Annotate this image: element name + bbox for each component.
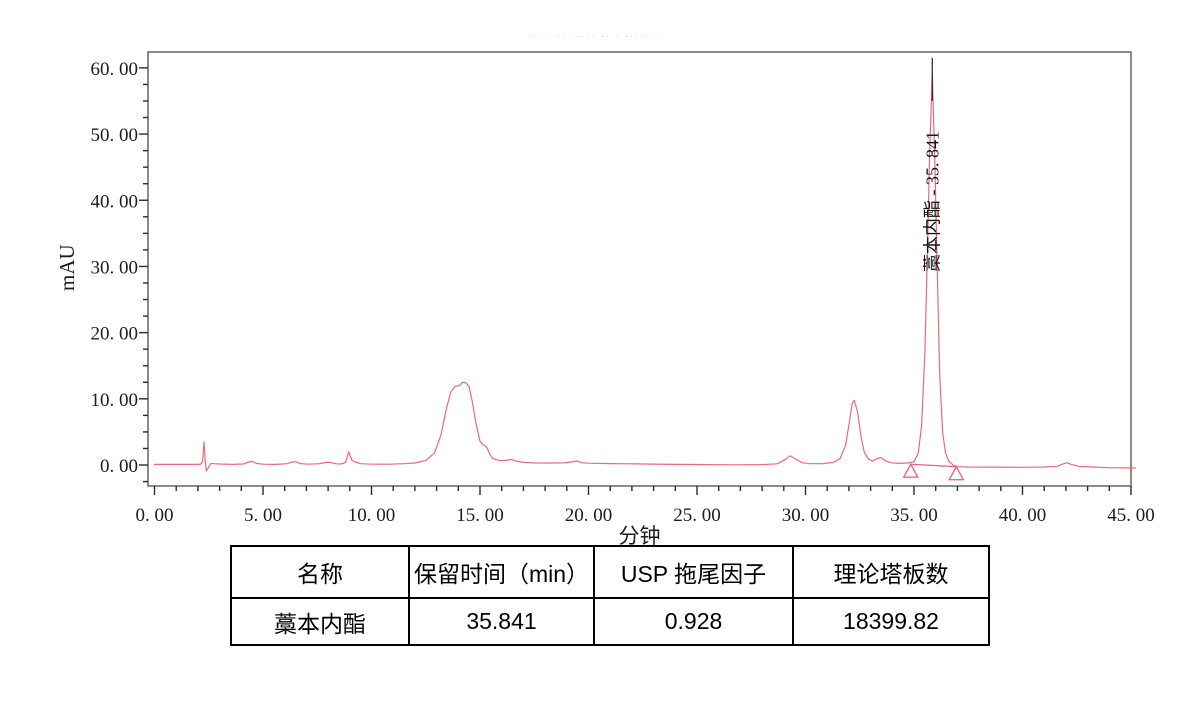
chromatogram-svg: 0. 00 5. 00 10. 00 15. 00 20. 00 25. 00 30. 00…	[55, 51, 1155, 545]
y-tick-label: 10. 00	[91, 390, 139, 411]
y-tick-label: 60. 00	[91, 59, 139, 80]
y-tick-label: 30. 00	[91, 257, 139, 278]
header-retention-time: 保留时间（min）	[408, 545, 595, 599]
y-tick-label: 0. 00	[100, 456, 138, 477]
integration-baseline	[910, 463, 957, 468]
y-tick-label: 50. 00	[91, 125, 139, 146]
y-tick-label: 40. 00	[91, 191, 139, 212]
x-tick-label: 20. 00	[565, 505, 613, 526]
cell-theoretical-plates: 18399.82	[792, 597, 990, 646]
x-tick-label: 15. 00	[456, 505, 504, 526]
integration-start-marker	[902, 462, 919, 478]
faded-header-text: ·· ·· ·· ····· ·· · ····· ··	[528, 31, 665, 41]
table-header-row: 名称 保留时间（min） USP 拖尾因子 理论塔板数	[230, 545, 990, 599]
peak-results-table: 名称 保留时间（min） USP 拖尾因子 理论塔板数 藁本内酯 35.841 …	[230, 545, 990, 646]
y-tick-label: 20. 00	[91, 324, 139, 345]
x-axis-title: 分钟	[619, 524, 661, 545]
header-usp-tailing: USP 拖尾因子	[593, 545, 794, 599]
header-name: 名称	[230, 545, 410, 599]
x-tick-label: 25. 00	[673, 505, 721, 526]
x-tick-label: 45. 00	[1107, 505, 1155, 526]
cell-name: 藁本内酯	[230, 597, 410, 646]
peak-label: 藁本内酯 - 35. 841	[922, 131, 942, 272]
cell-usp-tailing: 0.928	[593, 597, 794, 646]
cell-retention-time: 35.841	[408, 597, 595, 646]
x-tick-label: 35. 00	[890, 505, 938, 526]
y-axis-title: mAU	[55, 244, 79, 291]
header-theoretical-plates: 理论塔板数	[792, 545, 990, 599]
integration-end-marker	[948, 465, 965, 481]
chromatogram-trace	[153, 73, 1136, 472]
plot-frame	[147, 51, 1132, 487]
x-tick-label: 5. 00	[244, 505, 282, 526]
x-tick-label: 40. 00	[999, 505, 1047, 526]
x-tick-label: 30. 00	[782, 505, 830, 526]
table-row: 藁本内酯 35.841 0.928 18399.82	[230, 597, 990, 646]
x-tick-label: 0. 00	[136, 505, 174, 526]
x-tick-label: 10. 00	[348, 505, 396, 526]
chromatogram-chart: 0. 00 5. 00 10. 00 15. 00 20. 00 25. 00 30. 00…	[55, 51, 1155, 545]
